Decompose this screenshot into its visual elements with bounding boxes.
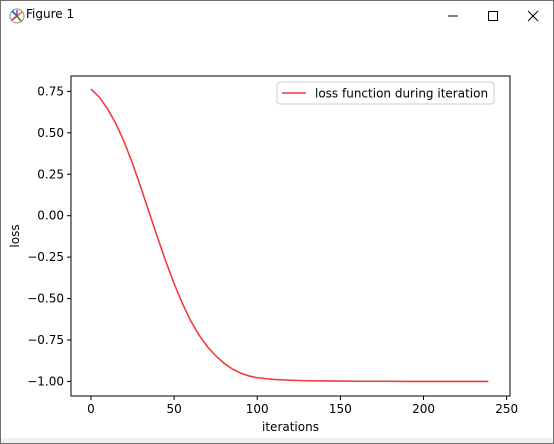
y-tick-label: 0.25 — [37, 167, 64, 181]
window-title: Figure 1 — [26, 7, 75, 21]
x-tick-label: 50 — [166, 402, 181, 416]
legend-label: loss function during iteration — [315, 87, 488, 101]
matplotlib-logo-icon — [9, 8, 25, 24]
loss-series-line — [90, 88, 489, 383]
y-tick-label: −0.50 — [27, 292, 64, 306]
y-tick-label: −0.75 — [27, 333, 64, 347]
title-bar[interactable]: Figure 1 — [1, 1, 553, 31]
figure-toolbar-area — [1, 31, 553, 51]
maximize-icon — [488, 11, 498, 21]
minimize-button[interactable] — [433, 1, 473, 31]
x-tick-label: 100 — [246, 402, 269, 416]
y-tick-label: −0.25 — [27, 250, 64, 264]
y-tick-label: 0.75 — [37, 84, 64, 98]
status-strip — [1, 438, 553, 443]
axes-frame — [70, 75, 511, 397]
x-axis-label: iterations — [262, 420, 319, 434]
x-ticks: 0 50 100 150 200 250 — [87, 396, 518, 416]
x-tick-label: 250 — [495, 402, 518, 416]
close-button[interactable] — [513, 1, 553, 31]
close-icon — [527, 10, 539, 22]
legend: loss function during iteration — [276, 81, 495, 105]
minimize-icon — [448, 15, 458, 17]
x-tick-label: 200 — [412, 402, 435, 416]
series-layer — [90, 88, 489, 383]
x-tick-label: 0 — [87, 402, 95, 416]
y-tick-label: 0.50 — [37, 126, 64, 140]
y-ticks: 0.75 0.50 0.25 0.00 −0.25 −0.50 −0.75 −1.00 — [27, 84, 71, 388]
y-axis-label: loss — [8, 224, 22, 247]
x-tick-label: 150 — [329, 402, 352, 416]
axes — [70, 75, 511, 397]
maximize-button[interactable] — [473, 1, 513, 31]
y-tick-label: −1.00 — [27, 374, 64, 388]
y-tick-label: 0.00 — [37, 209, 64, 223]
legend-frame — [276, 81, 495, 105]
